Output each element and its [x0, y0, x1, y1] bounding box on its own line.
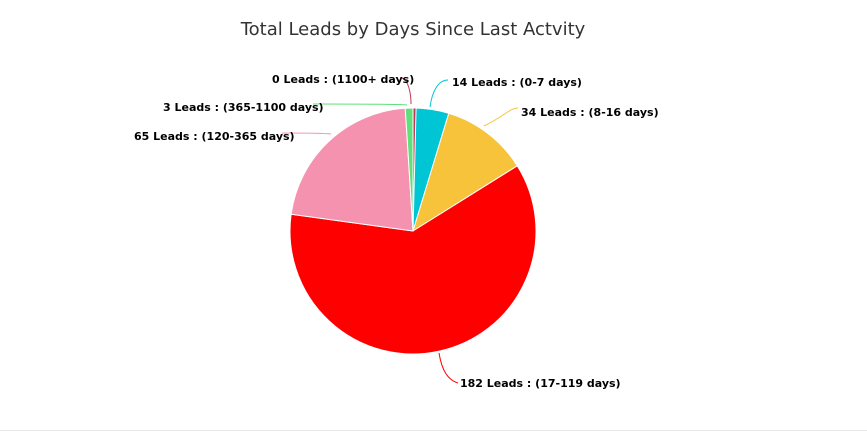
labels-layer: 14 Leads : (0-7 days) 34 Leads : (8-16 da…	[134, 73, 659, 390]
slice-label: 34 Leads : (8-16 days)	[521, 106, 659, 119]
chart-title: Total Leads by Days Since Last Actvity	[240, 19, 586, 40]
slice-label: 65 Leads : (120-365 days)	[134, 130, 295, 143]
pie-slice-17-119-days[interactable]	[289, 165, 537, 355]
label-connector	[312, 103, 408, 106]
slice-label: 14 Leads : (0-7 days)	[452, 76, 582, 89]
slice-label: 3 Leads : (365-1100 days)	[163, 101, 324, 114]
label-connector	[401, 77, 412, 105]
label-connector	[281, 132, 332, 135]
connectors-layer	[281, 77, 519, 384]
label-connector	[429, 79, 449, 108]
pie-slice-1100-days[interactable]	[412, 107, 417, 232]
slices-layer	[289, 107, 537, 355]
slice-label: 182 Leads : (17-119 days)	[460, 377, 621, 390]
pie-slice-120-365-days[interactable]	[290, 107, 414, 232]
pie-slice-8-16-days[interactable]	[412, 112, 518, 233]
slice-label: 0 Leads : (1100+ days)	[272, 73, 414, 86]
label-connector	[438, 352, 459, 384]
bottom-divider	[0, 430, 867, 431]
label-connector	[483, 107, 519, 127]
